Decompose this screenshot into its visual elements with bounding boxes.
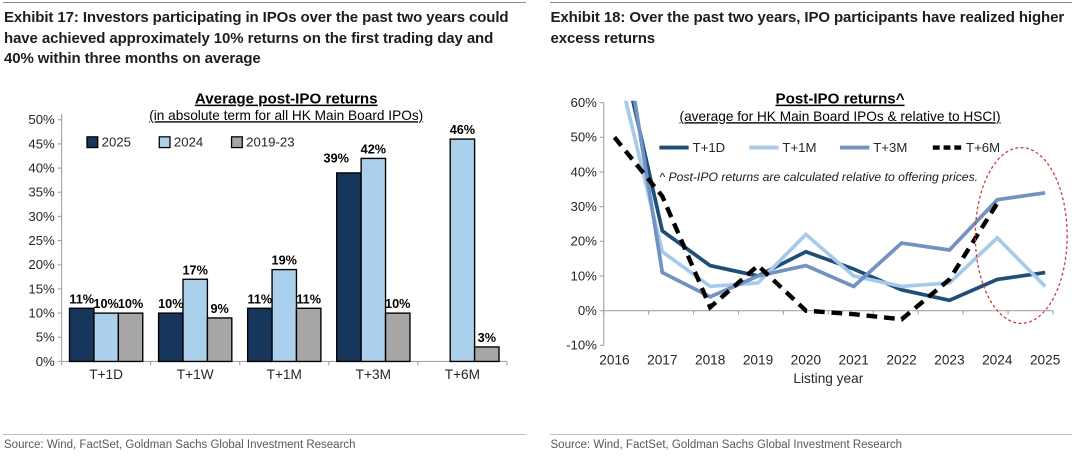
line-T+6M bbox=[612, 135, 999, 322]
exhibit-18-title: Exhibit 18: Over the past two years, IPO… bbox=[550, 9, 1065, 47]
line-chart-area: -10% 0% 10% 20% 30% 40% 50% 60% 2016 2017 2018 2019… bbox=[550, 88, 1073, 399]
bar-value-label: 42% bbox=[361, 143, 386, 157]
y-tick-label: 0% bbox=[577, 303, 596, 318]
x-tick-label: 2021 bbox=[838, 352, 868, 367]
bar-2024-T+1W bbox=[182, 278, 209, 363]
bar-2025-T+1D bbox=[68, 307, 95, 363]
y-tick-label: 45% bbox=[28, 136, 55, 151]
bar-value-label: 9% bbox=[210, 302, 228, 316]
bar-2025-T+3M bbox=[336, 172, 362, 363]
bar-value-label: 39% bbox=[324, 151, 349, 165]
line-chart: -10% 0% 10% 20% 30% 40% 50% 60% 2016 2017 2018 2019… bbox=[566, 91, 1068, 386]
bar-chart: Average post-IPO returns(in absolute ter… bbox=[28, 91, 508, 382]
bar-2019-23-T+1D bbox=[117, 312, 144, 363]
bar-value-label: 11% bbox=[248, 292, 273, 306]
legend-swatch-2025 bbox=[86, 136, 99, 149]
legend-label-2025: 2025 bbox=[102, 135, 131, 150]
bar-2024-T+1M bbox=[271, 268, 298, 363]
legend-label-2019-23: 2019-23 bbox=[246, 135, 294, 150]
bar-2025-T+1W bbox=[157, 312, 184, 363]
y-tick-label: 20% bbox=[28, 257, 55, 272]
legend-label-T+6M: T+6M bbox=[966, 140, 1000, 155]
line-T+1M bbox=[623, 100, 1046, 289]
bar-value-label: 11% bbox=[69, 292, 94, 306]
bar-2019-23-T+1W bbox=[206, 317, 233, 363]
y-tick-label: 35% bbox=[28, 185, 55, 200]
bar-2019-23-T+3M bbox=[384, 312, 411, 363]
x-tick-label: 2023 bbox=[934, 352, 964, 367]
bar-value-label: 19% bbox=[272, 254, 297, 268]
y-tick-label: 10% bbox=[28, 306, 55, 321]
bar-2019-23-T+1M bbox=[295, 307, 322, 363]
bar-2024-T+3M bbox=[360, 157, 387, 363]
y-tick-label: 30% bbox=[28, 209, 55, 224]
y-tick-label: 40% bbox=[570, 164, 597, 179]
chart-subtitle: (average for HK Main Board IPOs & relati… bbox=[679, 109, 1000, 124]
bar-value-label: 17% bbox=[183, 263, 208, 277]
bar-2024-T+6M bbox=[449, 138, 476, 363]
bar-2019-23-T+6M bbox=[473, 346, 500, 363]
legend-swatch-2019-23 bbox=[230, 136, 243, 149]
bar-value-label: 3% bbox=[478, 331, 496, 345]
x-category-label: T+6M bbox=[445, 367, 480, 382]
legend-label-T+3M: T+3M bbox=[873, 140, 907, 155]
bar-value-label: 46% bbox=[450, 123, 475, 137]
y-tick-label: 50% bbox=[570, 130, 597, 145]
x-axis-title: Listing year bbox=[793, 371, 863, 386]
y-tick-label: 25% bbox=[28, 233, 55, 248]
bar-chart-area: Average post-IPO returns (in absolute ter… bbox=[3, 88, 526, 399]
y-tick-label: -10% bbox=[566, 338, 597, 353]
y-tick-label: 20% bbox=[570, 234, 597, 249]
legend-label-T+1M: T+1M bbox=[782, 140, 816, 155]
x-category-label: T+1D bbox=[89, 367, 123, 382]
y-tick-label: 50% bbox=[28, 112, 55, 127]
legend-swatch-2024 bbox=[158, 136, 171, 149]
legend-label-T+1D: T+1D bbox=[692, 140, 725, 155]
y-tick-label: 30% bbox=[570, 199, 597, 214]
chart-footnote: ^ Post-IPO returns are calculated relati… bbox=[659, 170, 978, 184]
chart-title: Post-IPO returns^ bbox=[775, 91, 904, 108]
source-divider bbox=[3, 434, 526, 435]
exhibit-17-title: Exhibit 17: Investors participating in I… bbox=[4, 9, 509, 68]
x-tick-label: 2022 bbox=[886, 352, 916, 367]
legend-label-2024: 2024 bbox=[174, 135, 203, 150]
x-tick-label: 2024 bbox=[982, 352, 1013, 367]
bar-value-label: 10% bbox=[385, 297, 410, 311]
exhibit-18-panel: Exhibit 18: Over the past two years, IPO… bbox=[549, 2, 1073, 453]
y-tick-label: 0% bbox=[36, 354, 55, 369]
x-category-label: T+3M bbox=[356, 367, 391, 382]
y-tick-label: 5% bbox=[36, 330, 55, 345]
x-category-label: T+1W bbox=[177, 367, 214, 382]
x-tick-label: 2018 bbox=[694, 352, 724, 367]
bar-2024-T+1D bbox=[93, 312, 120, 363]
highlight-ellipse bbox=[974, 146, 1068, 324]
chart-subtitle: (in absolute term for all HK Main Board … bbox=[149, 108, 423, 123]
bar-value-label: 10% bbox=[93, 297, 118, 311]
y-tick-label: 60% bbox=[570, 95, 597, 110]
y-tick-label: 40% bbox=[28, 160, 55, 175]
exhibit-17-source: Source: Wind, FactSet, Goldman Sachs Glo… bbox=[4, 439, 356, 451]
bar-value-label: 10% bbox=[118, 297, 143, 311]
line-T+3M bbox=[632, 100, 1045, 299]
source-divider bbox=[549, 434, 1072, 435]
exhibit-18-source: Source: Wind, FactSet, Goldman Sachs Glo… bbox=[550, 439, 903, 451]
x-category-label: T+1M bbox=[267, 367, 302, 382]
x-tick-label: 2025 bbox=[1029, 352, 1060, 367]
bar-value-label: 10% bbox=[158, 297, 183, 311]
bar-2025-T+1M bbox=[246, 307, 273, 363]
exhibit-17-panel: Exhibit 17: Investors participating in I… bbox=[3, 2, 526, 453]
plot-lines bbox=[612, 100, 1046, 322]
y-tick-label: 10% bbox=[570, 268, 597, 283]
chart-title: Average post-IPO returns bbox=[195, 91, 378, 108]
bar-value-label: 11% bbox=[296, 292, 321, 306]
y-tick-label: 15% bbox=[28, 281, 55, 296]
x-tick-label: 2016 bbox=[599, 352, 629, 367]
x-tick-label: 2020 bbox=[790, 352, 821, 367]
x-tick-label: 2019 bbox=[742, 352, 772, 367]
x-tick-label: 2017 bbox=[647, 352, 677, 367]
